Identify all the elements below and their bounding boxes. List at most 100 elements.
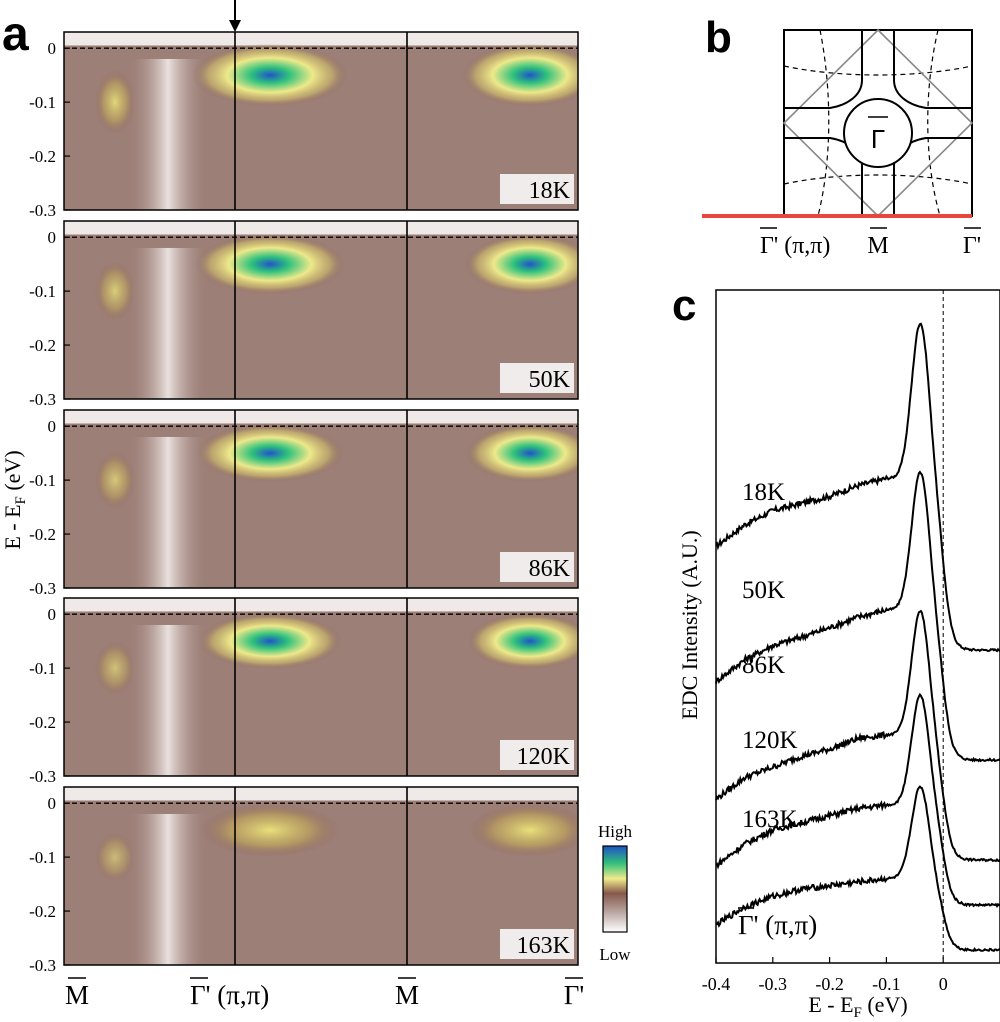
edc-temperature-label: 18K — [742, 479, 785, 506]
spectral-side-band — [95, 832, 135, 883]
spectral-side-band — [95, 641, 135, 696]
arrow-icon — [229, 0, 241, 32]
panel-a-xlabels: M Γ' (π,π) M Γ' — [65, 977, 584, 1010]
y-tick-label: -0.2 — [29, 713, 56, 732]
bz-x-label: Γ' — [963, 233, 981, 259]
spectral-peak — [194, 234, 346, 295]
x-axis-label: M — [65, 980, 89, 1010]
panel-b-xlabels: Γ' (π,π) M Γ' — [760, 227, 981, 259]
y-tick-label: 0 — [48, 794, 57, 813]
heatmap-frame — [63, 786, 579, 966]
edc-temperature-label: 50K — [742, 577, 785, 604]
heatmap-frame — [63, 597, 579, 777]
y-tick-label: -0.1 — [29, 848, 56, 867]
spectral-peak — [469, 803, 578, 857]
x-tick-label: 0 — [939, 974, 948, 994]
y-tick-label: -0.1 — [29, 93, 56, 112]
heatmap-panel: 0 -0.1 -0.2 -0.3 50K — [29, 220, 579, 409]
heatmap-above-ef — [64, 598, 578, 612]
heatmap-above-ef — [64, 410, 578, 424]
panel-a-heatmaps: 0 -0.1 -0.2 -0.3 18K 0 -0.1 -0.2 -0.3 50K 0 -0.1 -0.… — [29, 31, 579, 975]
temp-label-bg — [500, 552, 574, 582]
panel-c-letter: c — [672, 281, 696, 330]
y-tick-label: -0.3 — [29, 201, 56, 220]
heatmap-frame — [63, 409, 579, 589]
bz-x-label: M — [867, 233, 888, 259]
temp-label-bg — [500, 174, 574, 204]
edc-temperature-label: 120K — [742, 727, 798, 754]
heatmap-valley — [128, 436, 208, 588]
spectral-peak — [462, 43, 578, 107]
temperature-label: 163K — [517, 933, 571, 959]
y-tick-label: -0.2 — [29, 525, 56, 544]
gamma-center-label: Γ — [871, 124, 885, 154]
spectral-peak — [465, 424, 578, 483]
panel-c-ylabel: EDC Intensity (A.U.) — [677, 530, 702, 719]
edc-curve — [715, 322, 1000, 653]
edc-curve — [715, 785, 1000, 953]
colorbar-low: Low — [599, 945, 631, 964]
spectral-peak — [467, 613, 578, 670]
bz-x-label: Γ' (π,π) — [760, 233, 830, 259]
y-tick-label: -0.2 — [29, 902, 56, 921]
y-tick-label: -0.1 — [29, 471, 56, 490]
x-axis-label: Γ' (π,π) — [190, 980, 269, 1010]
panel-c-edc: -0.4 -0.3 -0.2 -0.1 0 18K 50K 86K 120K 163K — [702, 289, 1000, 994]
temperature-label: 120K — [517, 744, 571, 770]
panel-a-letter: a — [2, 8, 29, 61]
heatmap-above-ef — [64, 32, 578, 46]
y-tick-label: -0.2 — [29, 147, 56, 166]
colorbar-high: High — [598, 822, 633, 841]
heatmap-valley — [128, 247, 208, 399]
colorbar: High Low — [598, 822, 633, 964]
edc-temperature-label: 163K — [742, 806, 798, 833]
panel-a-ylabel: E - EF (eV) — [0, 450, 29, 549]
edc-curve — [715, 609, 1000, 863]
spectral-peak — [198, 613, 342, 670]
temperature-label: 50K — [529, 367, 571, 393]
y-tick-label: -0.3 — [29, 956, 56, 975]
heatmap-frame — [63, 220, 579, 400]
y-tick-label: -0.1 — [29, 282, 56, 301]
temperature-label: 86K — [529, 556, 571, 582]
spectral-peak — [192, 43, 348, 107]
y-tick-label: 0 — [48, 39, 57, 58]
panel-c-xlabel: E - EF (eV) — [808, 992, 907, 1021]
x-tick-label: -0.2 — [815, 974, 844, 994]
edc-temperature-label: 86K — [742, 652, 785, 679]
x-tick-label: -0.1 — [872, 974, 901, 994]
heatmap-valley — [128, 58, 208, 210]
spectral-peak — [200, 803, 340, 857]
y-tick-label: -0.3 — [29, 767, 56, 786]
y-tick-label: -0.1 — [29, 659, 56, 678]
heatmap-valley — [128, 813, 208, 965]
temp-label-bg — [500, 929, 574, 959]
temp-label-bg — [500, 740, 574, 770]
spectral-side-band — [95, 261, 135, 321]
x-tick-label: -0.4 — [702, 974, 731, 994]
heatmap-panel: 0 -0.1 -0.2 -0.3 163K — [29, 786, 579, 975]
y-tick-label: -0.2 — [29, 336, 56, 355]
heatmap-frame — [63, 31, 579, 211]
spectral-side-band — [95, 70, 135, 135]
panel-b-diagram: Γ — [702, 28, 974, 218]
panel-c-annotation: Γ' (π,π) — [738, 910, 817, 940]
y-tick-label: 0 — [48, 228, 57, 247]
edc-curve — [715, 470, 1000, 763]
spectral-peak — [464, 234, 578, 295]
y-tick-label: 0 — [48, 417, 57, 436]
y-tick-label: -0.3 — [29, 579, 56, 598]
heatmap-above-ef — [64, 221, 578, 235]
heatmap-panel: 0 -0.1 -0.2 -0.3 18K — [29, 31, 579, 220]
heatmap-valley — [128, 624, 208, 776]
y-tick-label: 0 — [48, 605, 57, 624]
x-axis-label: Γ' — [564, 980, 584, 1010]
spectral-peak — [196, 424, 344, 483]
spectral-side-band — [95, 451, 135, 509]
x-tick-label: -0.3 — [759, 974, 788, 994]
heatmap-above-ef — [64, 787, 578, 801]
temp-label-bg — [500, 363, 574, 393]
y-tick-label: -0.3 — [29, 390, 56, 409]
heatmap-panel: 0 -0.1 -0.2 -0.3 86K — [29, 409, 579, 598]
